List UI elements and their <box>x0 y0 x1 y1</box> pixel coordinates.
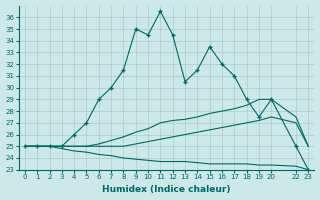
X-axis label: Humidex (Indice chaleur): Humidex (Indice chaleur) <box>102 185 231 194</box>
